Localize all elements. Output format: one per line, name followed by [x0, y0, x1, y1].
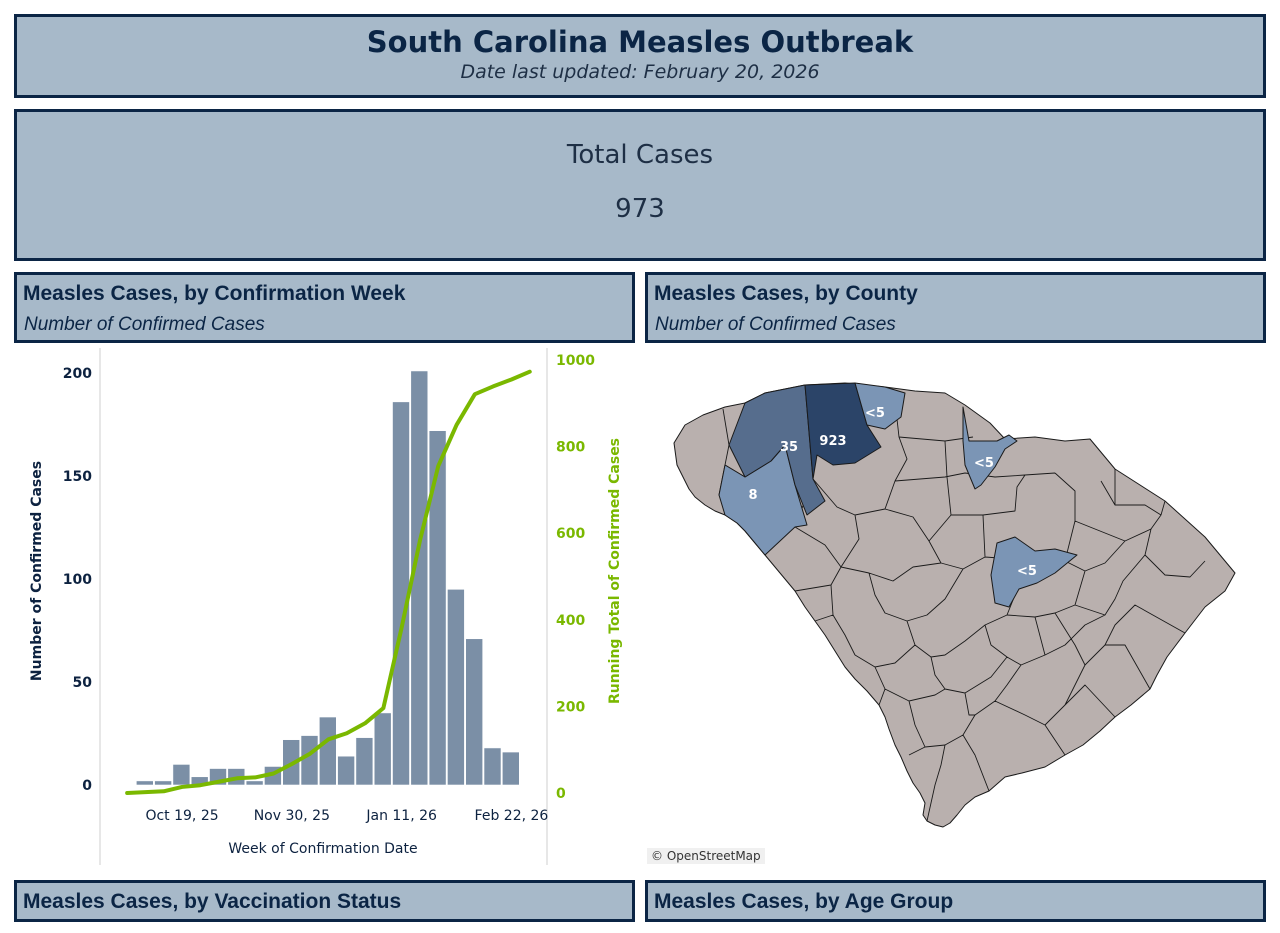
county-map-header: Measles Cases, by County Number of Confi… [645, 272, 1266, 343]
bar[interactable] [355, 737, 374, 786]
bar[interactable] [373, 712, 392, 786]
page-title: South Carolina Measles Outbreak [366, 25, 914, 59]
weekly-cases-chart[interactable]: 0 50 100 150 200 0 200 400 600 800 1000 Oct 19, 25 N… [0, 345, 640, 870]
week-chart-header: Measles Cases, by Confirmation Week Numb… [14, 272, 635, 343]
bar[interactable] [154, 780, 172, 786]
bar[interactable] [483, 747, 502, 786]
vaccination-status-title: Measles Cases, by Vaccination Status [23, 890, 402, 913]
total-cases-card: Total Cases 973 [14, 109, 1266, 261]
county-boundaries [718, 400, 1206, 822]
bar[interactable] [300, 735, 319, 786]
bar[interactable] [172, 764, 191, 786]
y2-tick-label: 400 [556, 613, 585, 629]
total-cases-value: 973 [615, 194, 665, 224]
y2-tick-label: 600 [556, 526, 585, 542]
y-tick-label: 100 [63, 572, 92, 588]
y2-tick-label: 800 [556, 440, 585, 456]
y-tick-label: 0 [82, 778, 92, 794]
x-axis-label: Week of Confirmation Date [228, 841, 417, 857]
county-cherokee[interactable] [854, 382, 906, 430]
map-label-chesterfield: <5 [974, 456, 994, 471]
vaccination-status-header: Measles Cases, by Vaccination Status [14, 880, 635, 922]
y-tick-label: 200 [63, 366, 92, 382]
county-chesterfield[interactable] [962, 406, 1018, 490]
map-label-anderson: 8 [748, 488, 757, 503]
bar[interactable] [447, 589, 465, 786]
bar[interactable] [136, 780, 154, 786]
y2-axis-label: Running Total of Confirmed Cases [607, 438, 623, 704]
county-map[interactable]: 923 35 8 <5 <5 <5 [645, 345, 1266, 845]
county-greenville[interactable] [728, 384, 826, 516]
county-map-title: Measles Cases, by County [654, 282, 918, 305]
last-updated-text: Date last updated: February 20, 2026 [460, 61, 820, 83]
county-map-subtitle: Number of Confirmed Cases [655, 314, 896, 335]
bar[interactable] [318, 716, 337, 786]
bar[interactable] [245, 780, 264, 786]
y2-tick-label: 200 [556, 699, 585, 715]
age-group-title: Measles Cases, by Age Group [654, 890, 954, 913]
age-group-header: Measles Cases, by Age Group [645, 880, 1266, 922]
bar[interactable] [501, 751, 520, 786]
bar[interactable] [428, 430, 447, 786]
y-axis-label: Number of Confirmed Cases [29, 461, 45, 681]
y-tick-label: 50 [73, 675, 93, 691]
x-tick-label: Nov 30, 25 [254, 808, 330, 824]
dashboard-title-banner: South Carolina Measles Outbreak Date las… [14, 14, 1266, 98]
week-chart-title: Measles Cases, by Confirmation Week [23, 282, 406, 305]
running-total-line[interactable] [125, 369, 532, 795]
map-label-cherokee: <5 [865, 406, 885, 421]
x-tick-label: Oct 19, 25 [145, 808, 218, 824]
map-label-greenville: 35 [780, 440, 798, 455]
x-tick-label: Feb 22, 26 [475, 808, 549, 824]
county-richland[interactable] [990, 536, 1078, 608]
week-chart-subtitle: Number of Confirmed Cases [24, 314, 265, 335]
total-cases-label: Total Cases [566, 140, 714, 170]
map-label-richland: <5 [1017, 564, 1037, 579]
map-attribution[interactable]: © OpenStreetMap [647, 848, 765, 864]
y2-tick-label: 0 [556, 786, 566, 802]
y-tick-label: 150 [63, 469, 92, 485]
x-tick-label: Jan 11, 26 [365, 808, 437, 824]
map-label-spartanburg: 923 [819, 434, 846, 449]
bar[interactable] [465, 638, 484, 786]
y2-tick-label: 1000 [556, 353, 595, 369]
bar[interactable] [337, 755, 355, 786]
